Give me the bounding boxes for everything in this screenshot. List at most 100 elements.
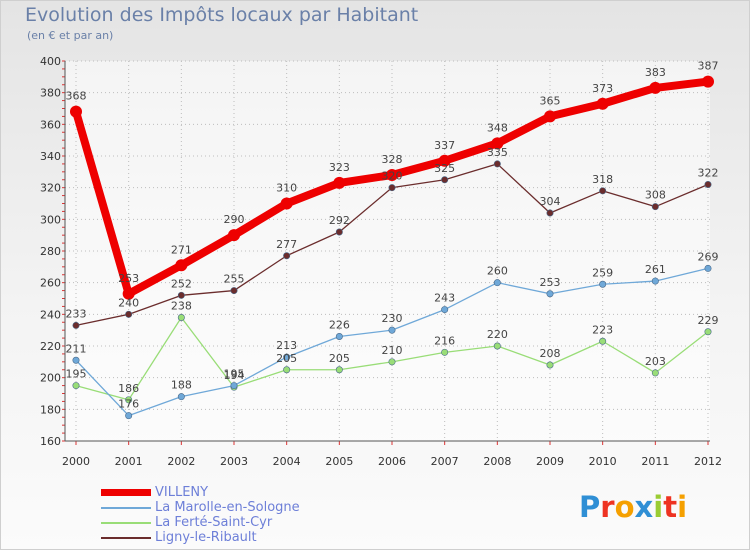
- data-label-la-marolle-en-sologne: 213: [276, 339, 297, 352]
- data-label-villeny: 310: [276, 182, 297, 195]
- data-label-ligny-le-ribault: 233: [66, 307, 87, 320]
- data-point-la-ferte-saint-cyr: [599, 337, 607, 345]
- data-label-ligny-le-ribault: 318: [592, 173, 613, 186]
- y-tick-label: 280: [40, 245, 61, 258]
- data-point-la-ferte-saint-cyr: [546, 361, 554, 369]
- legend-swatch-ligny-le-ribault: [101, 536, 151, 539]
- data-label-villeny: 373: [592, 82, 613, 95]
- x-tick-label: 2005: [325, 455, 353, 468]
- data-label-la-ferte-saint-cyr: 220: [487, 328, 508, 341]
- logo-letter: r: [600, 490, 615, 524]
- x-tick-label: 2009: [536, 455, 564, 468]
- logo-letter: i: [653, 490, 664, 524]
- data-point-ligny-le-ribault: [230, 287, 238, 295]
- data-point-la-marolle-en-sologne: [493, 279, 501, 287]
- data-label-la-marolle-en-sologne: 253: [540, 276, 561, 289]
- data-point-villeny: [596, 97, 609, 110]
- logo-letter: t: [663, 490, 678, 524]
- data-label-ligny-le-ribault: 252: [171, 277, 192, 290]
- y-tick-label: 220: [40, 340, 61, 353]
- x-tick-label: 2011: [641, 455, 669, 468]
- data-point-la-marolle-en-sologne: [388, 326, 396, 334]
- data-label-la-ferte-saint-cyr: 205: [329, 352, 350, 365]
- data-point-ligny-le-ribault: [546, 209, 554, 217]
- y-tick-label: 400: [40, 55, 61, 68]
- data-point-la-ferte-saint-cyr: [651, 369, 659, 377]
- data-label-la-marolle-en-sologne: 259: [592, 266, 613, 279]
- data-point-villeny: [175, 259, 188, 272]
- data-point-villeny: [491, 137, 504, 150]
- y-tick-label: 260: [40, 277, 61, 290]
- data-label-la-marolle-en-sologne: 188: [171, 379, 192, 392]
- data-label-la-ferte-saint-cyr: 210: [382, 344, 403, 357]
- chart-title: Evolution des Impôts locaux par Habitant: [25, 4, 419, 26]
- logo-letter: i: [677, 490, 688, 524]
- data-label-la-ferte-saint-cyr: 203: [645, 355, 666, 368]
- data-label-la-marolle-en-sologne: 260: [487, 265, 508, 278]
- data-label-ligny-le-ribault: 320: [382, 170, 403, 183]
- data-point-la-marolle-en-sologne: [283, 353, 291, 361]
- data-label-la-marolle-en-sologne: 176: [118, 398, 139, 411]
- data-label-ligny-le-ribault: 277: [276, 238, 297, 251]
- data-point-villeny: [122, 287, 135, 300]
- y-tick-label: 380: [40, 87, 61, 100]
- data-label-la-marolle-en-sologne: 269: [698, 250, 719, 263]
- data-label-ligny-le-ribault: 325: [434, 162, 455, 175]
- data-point-la-marolle-en-sologne: [177, 393, 185, 401]
- data-point-la-ferte-saint-cyr: [704, 328, 712, 336]
- line-chart: 160 180 200 220 240 260 280 300 320 340 360 380 400 2…: [40, 55, 722, 468]
- data-point-ligny-le-ribault: [651, 203, 659, 211]
- x-tick-label: 2003: [220, 455, 248, 468]
- data-label-ligny-le-ribault: 240: [118, 296, 139, 309]
- data-label-la-ferte-saint-cyr: 229: [698, 314, 719, 327]
- data-point-la-marolle-en-sologne: [230, 382, 238, 390]
- data-label-la-ferte-saint-cyr: 205: [276, 352, 297, 365]
- data-label-la-ferte-saint-cyr: 194: [224, 369, 245, 382]
- data-point-villeny: [702, 75, 714, 88]
- data-label-villeny: 253: [118, 272, 139, 285]
- data-point-villeny: [228, 229, 240, 242]
- x-tick-label: 2001: [115, 455, 143, 468]
- data-point-villeny: [280, 197, 293, 210]
- data-point-ligny-le-ribault: [283, 252, 291, 260]
- data-label-la-ferte-saint-cyr: 223: [592, 323, 613, 336]
- legend-label-ligny-le-ribault: Ligny-le-Ribault: [155, 530, 257, 545]
- x-tick-label: 2000: [62, 455, 90, 468]
- data-point-villeny: [386, 169, 398, 181]
- data-label-la-marolle-en-sologne: 226: [329, 319, 350, 332]
- y-tick-label: 180: [40, 403, 61, 416]
- x-tick-label: 2007: [431, 455, 459, 468]
- data-label-la-ferte-saint-cyr: 186: [118, 382, 139, 395]
- y-tick-label: 240: [40, 308, 61, 321]
- data-point-ligny-le-ribault: [493, 160, 501, 168]
- data-point-la-ferte-saint-cyr: [72, 382, 80, 390]
- logo-letter: P: [579, 490, 601, 524]
- data-point-la-marolle-en-sologne: [599, 280, 607, 288]
- chart-subtitle: (en € et par an): [27, 29, 114, 42]
- y-tick-label: 340: [40, 150, 61, 163]
- data-point-la-ferte-saint-cyr: [177, 313, 185, 321]
- data-point-la-marolle-en-sologne: [546, 290, 554, 298]
- data-point-ligny-le-ribault: [72, 321, 80, 329]
- data-label-villeny: 323: [329, 161, 350, 174]
- data-point-ligny-le-ribault: [704, 181, 712, 189]
- data-label-la-marolle-en-sologne: 261: [645, 263, 666, 276]
- data-point-villeny: [333, 176, 346, 189]
- data-point-ligny-le-ribault: [441, 176, 449, 184]
- x-tick-label: 2008: [483, 455, 511, 468]
- data-point-la-ferte-saint-cyr: [441, 348, 449, 356]
- legend-label-villeny: VILLENY: [155, 485, 209, 500]
- data-label-la-ferte-saint-cyr: 208: [540, 347, 561, 360]
- data-point-villeny: [544, 110, 556, 123]
- data-label-villeny: 271: [171, 243, 192, 256]
- data-point-villeny: [649, 81, 662, 94]
- data-point-villeny: [70, 105, 82, 118]
- x-tick-label: 2004: [273, 455, 301, 468]
- data-label-villeny: 365: [540, 94, 561, 107]
- data-point-ligny-le-ribault: [125, 310, 133, 318]
- data-point-ligny-le-ribault: [388, 184, 396, 192]
- data-point-la-ferte-saint-cyr: [493, 342, 501, 350]
- data-label-villeny: 290: [224, 213, 245, 226]
- proxiti-logo: Proxiti: [579, 490, 687, 524]
- data-label-la-marolle-en-sologne: 211: [66, 342, 87, 355]
